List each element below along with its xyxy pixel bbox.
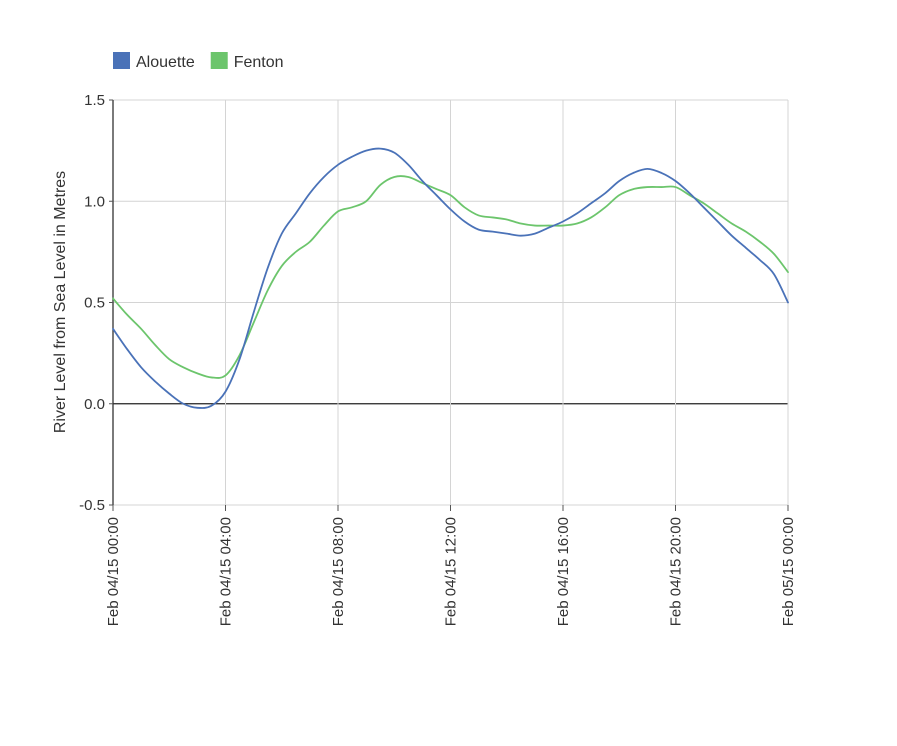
series-lines [112, 147, 789, 409]
x-tick-label: Feb 04/15 12:00 [443, 517, 460, 626]
series-line-fenton [112, 175, 789, 379]
legend-label-fenton[interactable]: Fenton [234, 54, 284, 71]
x-tick-label: Feb 04/15 00:00 [105, 517, 122, 626]
y-tick-label: -0.5 [79, 497, 105, 514]
x-tick-label: Feb 04/15 20:00 [668, 517, 685, 626]
x-tick-label: Feb 04/15 08:00 [330, 517, 347, 626]
y-tick-label: 1.0 [84, 193, 105, 210]
legend[interactable]: Alouette Fenton [113, 52, 284, 71]
series-line-alouette [112, 147, 789, 409]
legend-label-alouette[interactable]: Alouette [136, 54, 195, 71]
y-tick-label: 0.0 [84, 396, 105, 413]
legend-swatch-alouette[interactable] [113, 52, 130, 69]
legend-swatch-fenton[interactable] [210, 52, 228, 69]
y-axis-title: River Level from Sea Level in Metres [52, 171, 69, 433]
x-tick-label: Feb 04/15 04:00 [218, 517, 235, 626]
y-tick-label: 1.5 [84, 92, 105, 109]
x-tick-label: Feb 04/15 16:00 [555, 517, 572, 626]
x-tick-label: Feb 05/15 00:00 [780, 517, 797, 626]
y-tick-label: 0.5 [84, 295, 105, 312]
axes [109, 99, 789, 511]
grid [113, 99, 789, 506]
